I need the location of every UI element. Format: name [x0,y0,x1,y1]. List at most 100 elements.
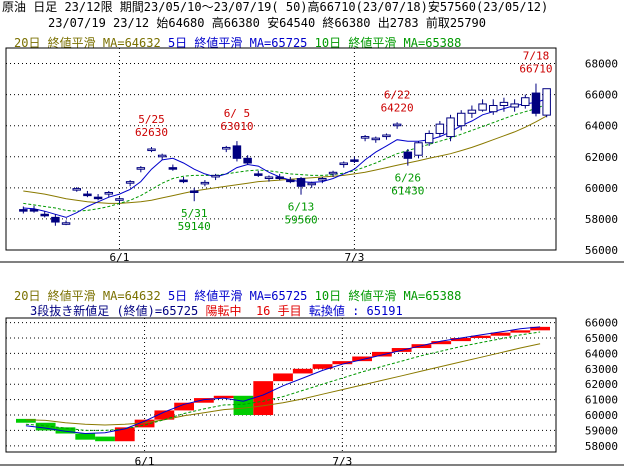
candle-body [115,198,124,201]
ma20-legend: 20日 終値平滑 MA=64632 [14,36,161,50]
top-candles [19,83,551,226]
bottom-ma20-line [25,343,541,426]
renko-block [530,326,550,331]
candle-body [168,167,178,170]
candle-body [467,109,477,114]
renko-block [75,433,96,440]
bottom-y-tick-label: 65000 [585,332,618,345]
top-y-tick-label: 60000 [585,182,618,195]
candle-body [29,209,39,212]
annotation-value: 64220 [381,101,414,114]
renko-block [35,422,56,431]
candle-body [307,182,316,186]
bottom-grid [6,318,556,452]
candle-body [222,146,231,150]
renko-title: 3段抜き新値足 (終値)=65725 [30,304,199,318]
candle-body [72,188,81,191]
top-y-tick-label: 58000 [585,213,618,226]
candle-body [392,123,402,127]
renko-block [332,361,353,365]
candle-body [136,167,146,170]
candle-body [478,103,487,111]
annotation-date: 5/25 [138,113,165,126]
candle-body [93,196,103,200]
annotation-value: 66710 [519,63,552,76]
annotation-value: 63010 [220,120,253,133]
ma10-legend: 10日 終値平滑 MA=65388 [314,36,462,50]
top-y-tick-label: 66000 [585,89,618,102]
ma10-line [23,103,547,212]
bottom-moving-averages [25,326,541,435]
bottom-y-tick-label: 61000 [585,394,618,407]
bottom-y-tick-label: 63000 [585,363,618,376]
top-y-tick-label: 56000 [585,244,618,257]
annotation-value: 59140 [178,220,211,233]
annotation-date: 6/13 [288,201,315,214]
renko-block [253,381,274,416]
bottom-x-tick-label: 6/1 [135,455,155,468]
renko-block [16,418,36,423]
candle-body [264,176,274,180]
candle-body [211,174,220,178]
chart-header-range: 原油 日足 23/12限 期間23/05/10～23/07/19( 50)高66… [2,0,549,14]
renko-block [134,419,155,428]
candle-body [371,137,381,141]
candle-body [414,142,423,156]
renko-block [352,356,372,362]
candle-body [125,181,135,184]
candle-body [542,88,551,116]
candle-body [339,162,348,166]
ma10-legend: 10日 終値平滑 MA=65388 [314,289,462,303]
candle-body [83,193,92,197]
top-y-tick-label: 68000 [585,58,618,71]
renko-block [55,427,76,434]
candle-body [254,173,263,176]
bottom-x-tick-label: 7/3 [332,455,352,468]
chart-header-ohlc: 23/07/19 23/12 始64680 高66380 安64540 終663… [48,16,487,30]
candle-body [179,179,188,183]
renko-block [213,395,234,399]
bottom-ma10-line [25,331,541,431]
candle-body [243,157,252,164]
candle-body [531,92,541,114]
annotation-value: 61430 [391,185,424,198]
renko-status: 陽転中 [205,304,242,318]
candle-body [296,178,306,187]
bottom-x-axis: 6/1 7/3 [135,455,353,468]
candle-body [350,159,359,162]
top-y-tick-label: 62000 [585,151,618,164]
renko-count: 16 手目 [255,304,302,318]
top-x-axis: 6/1 7/3 [110,251,365,264]
renko-block [372,351,392,357]
renko-block [194,398,214,403]
annotation-date: 5/31 [181,207,208,220]
candle-body [446,117,455,138]
renko-block [95,436,115,442]
annotation-date: 6/22 [384,88,411,101]
candle-body [424,132,434,144]
renko-block [154,410,175,420]
renko-block [312,364,333,369]
candle-body [232,145,242,159]
bottom-y-tick-label: 64000 [585,347,618,360]
renko-status-line: 3段抜き新値足 (終値)=65725 陽転中 16 手目 転換値 : 65191 [30,304,403,318]
bottom-ma-legend: 20日 終値平滑 MA=64632 5日 終値平滑 MA=65725 10日 終… [14,289,461,303]
candle-body [61,222,71,225]
renko-block [490,332,511,336]
top-grid [6,48,556,251]
candle-body [200,181,210,185]
candle-body [489,104,498,113]
top-plot-frame [5,47,557,251]
candle-body [286,179,295,183]
bottom-y-tick-label: 60000 [585,409,618,422]
renko-block [273,373,293,382]
candle-body [318,178,327,181]
renko-block [431,341,452,345]
top-x-tick-label: 6/1 [110,251,130,264]
candle-body [51,216,60,223]
candle-body [360,136,370,139]
bottom-y-tick-label: 66000 [585,317,618,330]
renko-block [510,330,531,333]
